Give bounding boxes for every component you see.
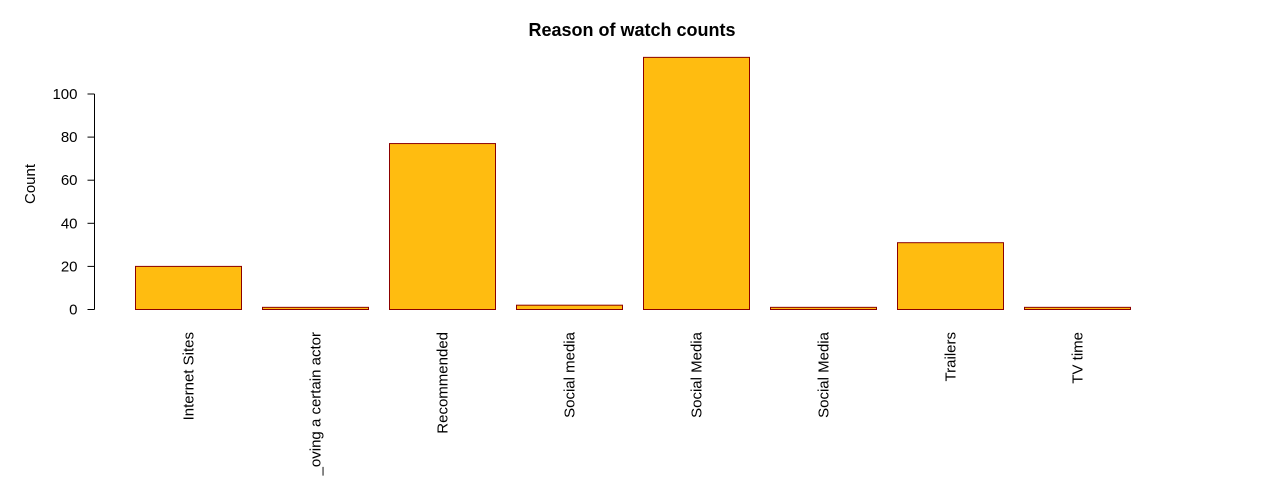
y-tick-label: 60 bbox=[61, 172, 78, 189]
bar bbox=[897, 242, 1004, 311]
category-label: TV time bbox=[1070, 332, 1087, 384]
bar bbox=[643, 56, 750, 310]
y-ticks: 0 20 40 60 80 100 bbox=[52, 86, 95, 319]
bar bbox=[1024, 306, 1131, 311]
y-axis: 0 20 40 60 80 100 bbox=[52, 86, 95, 319]
category-label: Recommended bbox=[435, 332, 452, 434]
bar bbox=[262, 306, 369, 311]
bar bbox=[770, 306, 877, 311]
y-tick-label: 40 bbox=[61, 215, 78, 232]
bar bbox=[135, 265, 242, 310]
y-tick-label: 0 bbox=[69, 302, 77, 319]
y-axis-label: Count bbox=[22, 163, 39, 204]
category-label: Social Media bbox=[816, 331, 833, 418]
category-label: Internet Sites bbox=[181, 332, 198, 420]
y-tick-label: 100 bbox=[52, 86, 77, 103]
category-label: Social Media bbox=[689, 331, 706, 418]
category-label: Trailers bbox=[943, 332, 960, 381]
chart-title: Reason of watch counts bbox=[528, 20, 735, 40]
y-tick-label: 80 bbox=[61, 129, 78, 146]
category-labels: Internet Sites _oving a certain actor Reco… bbox=[181, 331, 1087, 476]
category-label: Social media bbox=[562, 331, 579, 418]
bar bbox=[516, 304, 623, 311]
category-label: _oving a certain actor bbox=[308, 332, 325, 476]
bar bbox=[389, 143, 496, 310]
bars bbox=[135, 56, 1131, 311]
y-tick-label: 20 bbox=[61, 258, 78, 275]
